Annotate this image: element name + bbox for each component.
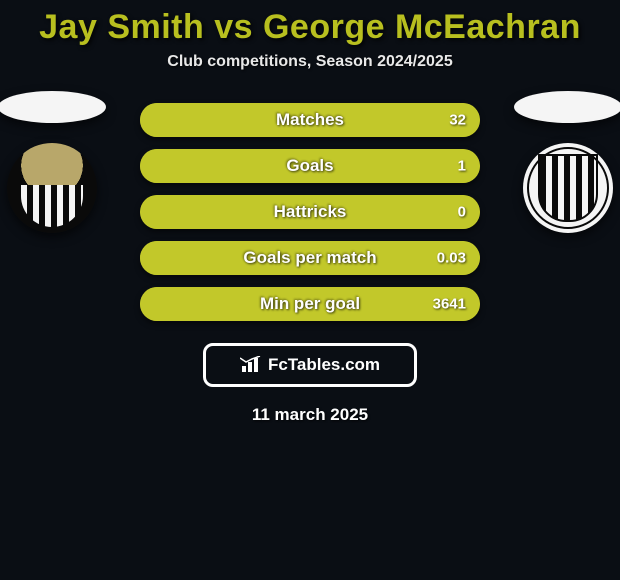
stat-fill-player1: [140, 287, 154, 321]
player1-club-badge: [7, 143, 97, 233]
site-logo: FcTables.com: [203, 343, 417, 387]
logo-text: FcTables.com: [268, 355, 380, 375]
compare-area: Matches 32 Goals 1 Hattricks 0 Goals per match…: [0, 103, 620, 321]
stat-value-player2: 3641: [433, 296, 466, 313]
subtitle: Club competitions, Season 2024/2025: [167, 53, 452, 71]
stat-label: Hattricks: [274, 202, 347, 222]
date-text: 11 march 2025: [252, 405, 368, 425]
stat-bar: Goals per match 0.03: [140, 241, 480, 275]
stat-bar: Matches 32: [140, 103, 480, 137]
stat-bar: Hattricks 0: [140, 195, 480, 229]
stat-label: Goals per match: [243, 248, 376, 268]
player2-column: [514, 91, 620, 233]
stat-value-player2: 0: [458, 204, 466, 221]
stat-value-player2: 32: [449, 112, 466, 129]
page-title: Jay Smith vs George McEachran: [39, 8, 581, 47]
player2-club-badge: [523, 143, 613, 233]
player2-avatar: [514, 91, 620, 123]
stat-fill-player1: [140, 241, 154, 275]
stat-label: Min per goal: [260, 294, 360, 314]
stat-fill-player1: [140, 103, 154, 137]
stats-container: Matches 32 Goals 1 Hattricks 0 Goals per match…: [140, 103, 480, 321]
chart-icon: [240, 356, 262, 374]
stat-bar: Min per goal 3641: [140, 287, 480, 321]
stat-value-player2: 1: [458, 158, 466, 175]
player1-column: [0, 91, 106, 233]
stat-label: Matches: [276, 110, 344, 130]
stat-label: Goals: [286, 156, 333, 176]
stat-fill-player1: [140, 149, 154, 183]
stat-bar: Goals 1: [140, 149, 480, 183]
stat-value-player2: 0.03: [437, 250, 466, 267]
player1-avatar: [0, 91, 106, 123]
